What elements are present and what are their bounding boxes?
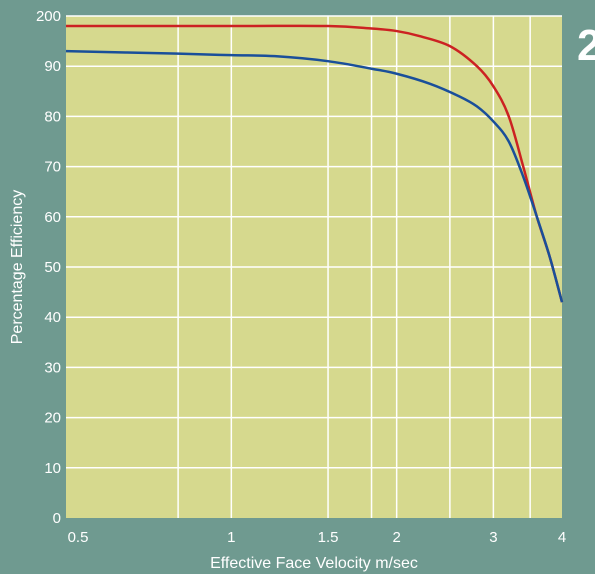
y-tick-label: 80 — [44, 108, 61, 125]
tick-labels: 0 10 20 30 40 50 60 70 80 90 200 0.5 1 1.5 2 3 4 — [36, 8, 566, 546]
y-tick-label: 20 — [44, 410, 61, 427]
x-axis-label: Effective Face Velocity m/sec — [210, 555, 418, 572]
y-tick-label: 40 — [44, 309, 61, 326]
y-axis-label: Percentage Efficiency — [9, 190, 26, 344]
y-tick-label: 10 — [44, 460, 61, 477]
x-tick-label: 4 — [558, 529, 566, 546]
y-tick-label: 200 — [36, 8, 61, 25]
y-tick-label: 70 — [44, 159, 61, 176]
y-tick-label: 90 — [44, 58, 61, 75]
y-tick-label: 30 — [44, 359, 61, 376]
x-tick-label: 0.5 — [68, 529, 89, 546]
y-tick-label: 60 — [44, 209, 61, 226]
x-tick-label: 3 — [489, 529, 497, 546]
y-tick-label: 50 — [44, 259, 61, 276]
corner-number: 2 — [577, 21, 595, 70]
grid-lines — [66, 15, 562, 518]
series-lines — [65, 24, 564, 303]
y-tick-label: 0 — [53, 510, 61, 527]
x-tick-label: 1.5 — [318, 529, 339, 546]
x-tick-label: 2 — [392, 529, 400, 546]
series-line-2 — [65, 49, 564, 303]
x-tick-label: 1 — [227, 529, 235, 546]
